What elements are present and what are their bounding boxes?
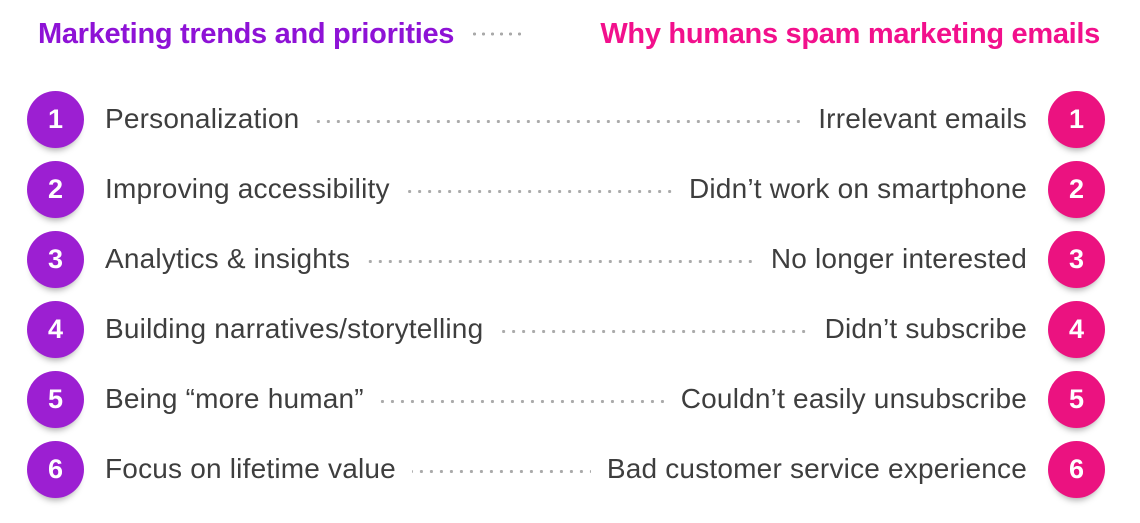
right-item-label: Irrelevant emails (818, 103, 1027, 134)
right-item-label: Didn’t subscribe (824, 313, 1027, 344)
dotted-leader (315, 118, 803, 124)
left-rank-badge: 2 (27, 160, 84, 218)
dotted-leader (405, 188, 673, 194)
right-item-label: Didn’t work on smartphone (688, 173, 1027, 204)
comparison-row: 1 Personalization Irrelevant emails 1 (0, 84, 1140, 154)
comparison-row: 3 Analytics & insights No longer interes… (0, 224, 1140, 294)
right-rank-badge: 2 (1048, 160, 1105, 218)
right-item-label: Bad customer service experience (606, 453, 1027, 484)
left-column-title: Marketing trends and priorities (38, 17, 455, 50)
header: Marketing trends and priorities Why huma… (0, 12, 1140, 56)
left-item-label: Being “more human” (105, 383, 364, 414)
right-rank-badge: 6 (1048, 440, 1105, 498)
left-item-label: Personalization (105, 103, 300, 134)
left-item-label: Analytics & insights (105, 243, 351, 274)
left-rank-badge: 3 (27, 230, 84, 288)
left-rank-badge: 1 (27, 90, 84, 148)
right-column-title: Why humans spam marketing emails (600, 17, 1101, 50)
right-rank-badge: 4 (1048, 300, 1105, 358)
right-rank-badge: 5 (1048, 370, 1105, 428)
left-item-label: Focus on lifetime value (105, 453, 396, 484)
left-item-label: Improving accessibility (105, 173, 390, 204)
dotted-leader (366, 258, 755, 264)
comparison-list: 1 Personalization Irrelevant emails 1 2 … (0, 84, 1140, 504)
dotted-leader (411, 468, 591, 474)
comparison-row: 2 Improving accessibility Didn’t work on… (0, 154, 1140, 224)
comparison-row: 4 Building narratives/storytelling Didn’… (0, 294, 1140, 364)
right-item-label: Couldn’t easily unsubscribe (680, 383, 1027, 414)
right-rank-badge: 1 (1048, 90, 1105, 148)
left-rank-badge: 6 (27, 440, 84, 498)
left-rank-badge: 5 (27, 370, 84, 428)
dotted-leader (379, 398, 665, 404)
right-item-label: No longer interested (770, 243, 1027, 274)
dotted-leader (499, 328, 809, 334)
comparison-row: 6 Focus on lifetime value Bad customer s… (0, 434, 1140, 504)
header-dotted-divider (470, 32, 528, 36)
left-item-label: Building narratives/storytelling (105, 313, 484, 344)
right-rank-badge: 3 (1048, 230, 1105, 288)
left-rank-badge: 4 (27, 300, 84, 358)
comparison-row: 5 Being “more human” Couldn’t easily uns… (0, 364, 1140, 434)
